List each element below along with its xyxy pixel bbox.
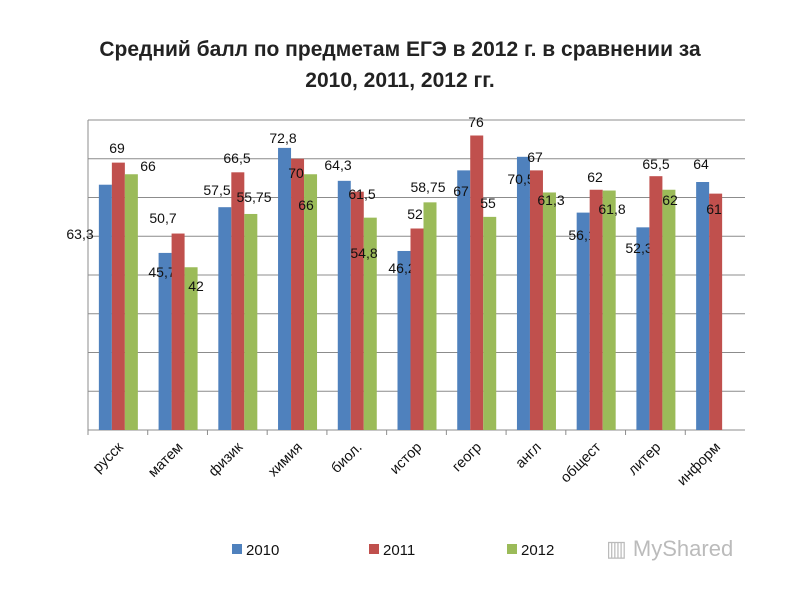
x-tick-label: информ [674, 440, 724, 490]
x-tick-label: химия [265, 440, 306, 481]
bar-2011-геогр [470, 135, 484, 430]
data-label: 42 [188, 278, 204, 294]
data-label: 66 [298, 197, 314, 213]
data-label: 54,8 [350, 245, 377, 261]
bar-2012-литер [662, 189, 676, 430]
data-label: 55 [480, 195, 496, 211]
chart-title: Средний балл по предметам ЕГЭ в 2012 г. … [0, 34, 800, 96]
data-label: 45,7 [148, 264, 175, 280]
bar-2012-физик [244, 213, 258, 430]
x-tick-label: русск [90, 439, 127, 476]
bar-2010-русск [98, 184, 112, 430]
legend-swatch-2010 [232, 544, 242, 554]
bar-2011-англ [529, 170, 543, 430]
data-label: 61,8 [598, 201, 625, 217]
bar-2010-англ [516, 156, 530, 430]
data-label: 76 [468, 114, 484, 130]
bar-2011-химия [291, 158, 305, 430]
bar-2012-англ [542, 192, 556, 430]
data-label: 52 [407, 206, 423, 222]
data-label: 67 [453, 183, 469, 199]
data-label: 67 [527, 149, 543, 165]
data-label: 62 [587, 169, 603, 185]
x-tick-label: физик [206, 439, 247, 480]
bar-2011-матем [171, 233, 185, 430]
x-tick-label: общест [558, 439, 605, 486]
bar-2012-биол. [363, 217, 377, 430]
data-label: 58,75 [410, 179, 445, 195]
bar-2010-физик [218, 207, 232, 430]
bar-2010-информ [696, 182, 710, 430]
bar-2011-литер [649, 176, 663, 430]
data-label: 66,5 [223, 150, 250, 166]
watermark-logo: ▥ MyShared [606, 536, 734, 561]
data-label: 70 [288, 165, 304, 181]
title-line-2: 2010, 2011, 2012 гг. [305, 69, 495, 92]
title-line-1: Средний балл по предметам ЕГЭ в 2012 г. … [99, 38, 701, 61]
data-label: 69 [109, 140, 125, 156]
bar-2010-истор [397, 250, 411, 430]
bar-2011-общест [589, 189, 603, 430]
bar-2010-геогр [457, 170, 471, 430]
data-label: 61 [706, 201, 722, 217]
bar-2012-химия [304, 174, 318, 430]
data-label: 61,5 [348, 186, 375, 202]
data-label: 62 [662, 192, 678, 208]
bar-2012-русск [124, 174, 138, 430]
data-label: 46,2 [388, 260, 415, 276]
legend-swatch-2012 [507, 544, 517, 554]
bar-2012-общест [602, 190, 616, 430]
bar-2010-общест [576, 212, 590, 430]
x-tick-label: геогр [449, 440, 485, 476]
bar-2011-истор [410, 228, 424, 430]
data-label: 64,3 [324, 157, 351, 173]
bar-2012-истор [423, 202, 437, 430]
data-label: 64 [693, 156, 709, 172]
bar-2011-информ [709, 193, 723, 430]
data-label: 50,7 [149, 210, 176, 226]
legend-label: 2010 [246, 542, 279, 559]
data-label: 52,3 [625, 240, 652, 256]
data-label: 55,75 [236, 189, 271, 205]
data-label: 66 [140, 158, 156, 174]
x-tick-label: англ [513, 440, 545, 472]
data-label: 72,8 [269, 130, 296, 146]
bar-2011-физик [231, 172, 245, 430]
x-tick-label: истор [387, 440, 425, 478]
bar-2012-матем [184, 267, 198, 430]
data-label: 57,5 [203, 182, 230, 198]
x-tick-label: литер [625, 440, 664, 479]
data-label: 65,5 [642, 156, 669, 172]
watermark-text: MyShared [632, 536, 734, 561]
bar-2011-русск [111, 162, 125, 430]
x-tick-label: биол. [328, 440, 365, 477]
data-label: 61,3 [537, 192, 564, 208]
bar-2010-биол. [337, 180, 351, 430]
legend-swatch-2011 [369, 544, 379, 554]
data-label: 70,5 [507, 171, 534, 187]
bar-2010-матем [158, 252, 172, 430]
data-label: 56,1 [568, 227, 595, 243]
bar-2011-биол. [350, 191, 364, 430]
bar-2012-геогр [483, 216, 497, 430]
bar-2010-химия [278, 147, 292, 430]
legend-label: 2012 [521, 542, 554, 559]
data-label: 63,3 [66, 226, 93, 242]
x-tick-label: матем [145, 440, 186, 481]
bar-2010-литер [636, 227, 650, 430]
legend-label: 2011 [383, 542, 415, 559]
